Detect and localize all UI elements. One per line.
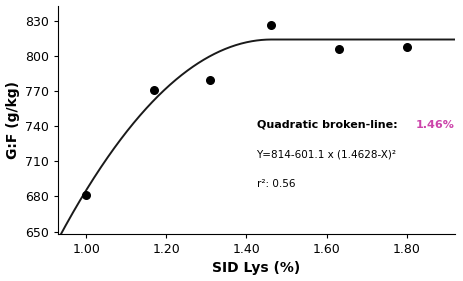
Point [266, 23, 274, 28]
Point [334, 47, 342, 51]
Point [206, 78, 213, 83]
Text: Quadratic broken-line:: Quadratic broken-line: [256, 120, 400, 130]
Text: 1.46%: 1.46% [415, 120, 454, 130]
Y-axis label: G:F (g/kg): G:F (g/kg) [6, 81, 19, 159]
Point [402, 44, 410, 49]
Text: r²: 0.56: r²: 0.56 [256, 179, 294, 189]
Point [82, 193, 90, 198]
Point [150, 88, 158, 92]
Text: Y=814-601.1 x (1.4628-X)²: Y=814-601.1 x (1.4628-X)² [256, 149, 396, 159]
X-axis label: SID Lys (%): SID Lys (%) [212, 261, 300, 275]
